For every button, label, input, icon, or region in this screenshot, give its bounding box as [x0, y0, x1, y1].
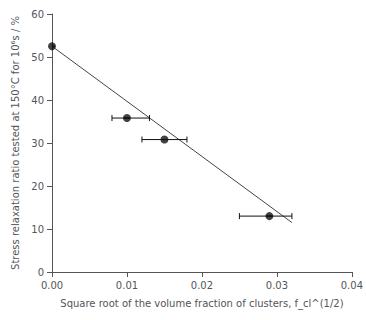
svg-text:0: 0: [38, 267, 44, 278]
svg-text:60: 60: [31, 9, 44, 20]
svg-text:0.03: 0.03: [266, 280, 288, 291]
svg-text:30: 30: [31, 138, 44, 149]
svg-text:20: 20: [31, 181, 44, 192]
svg-text:0.00: 0.00: [41, 280, 63, 291]
svg-text:0.01: 0.01: [116, 280, 138, 291]
svg-text:0.02: 0.02: [191, 280, 213, 291]
svg-text:10: 10: [31, 224, 44, 235]
svg-text:0.04: 0.04: [341, 280, 363, 291]
svg-text:50: 50: [31, 52, 44, 63]
svg-text:Stress relaxation ratio tested: Stress relaxation ratio tested at 150°C …: [10, 16, 21, 270]
svg-text:40: 40: [31, 95, 44, 106]
svg-text:Square root of the volume frac: Square root of the volume fraction of cl…: [60, 298, 343, 310]
